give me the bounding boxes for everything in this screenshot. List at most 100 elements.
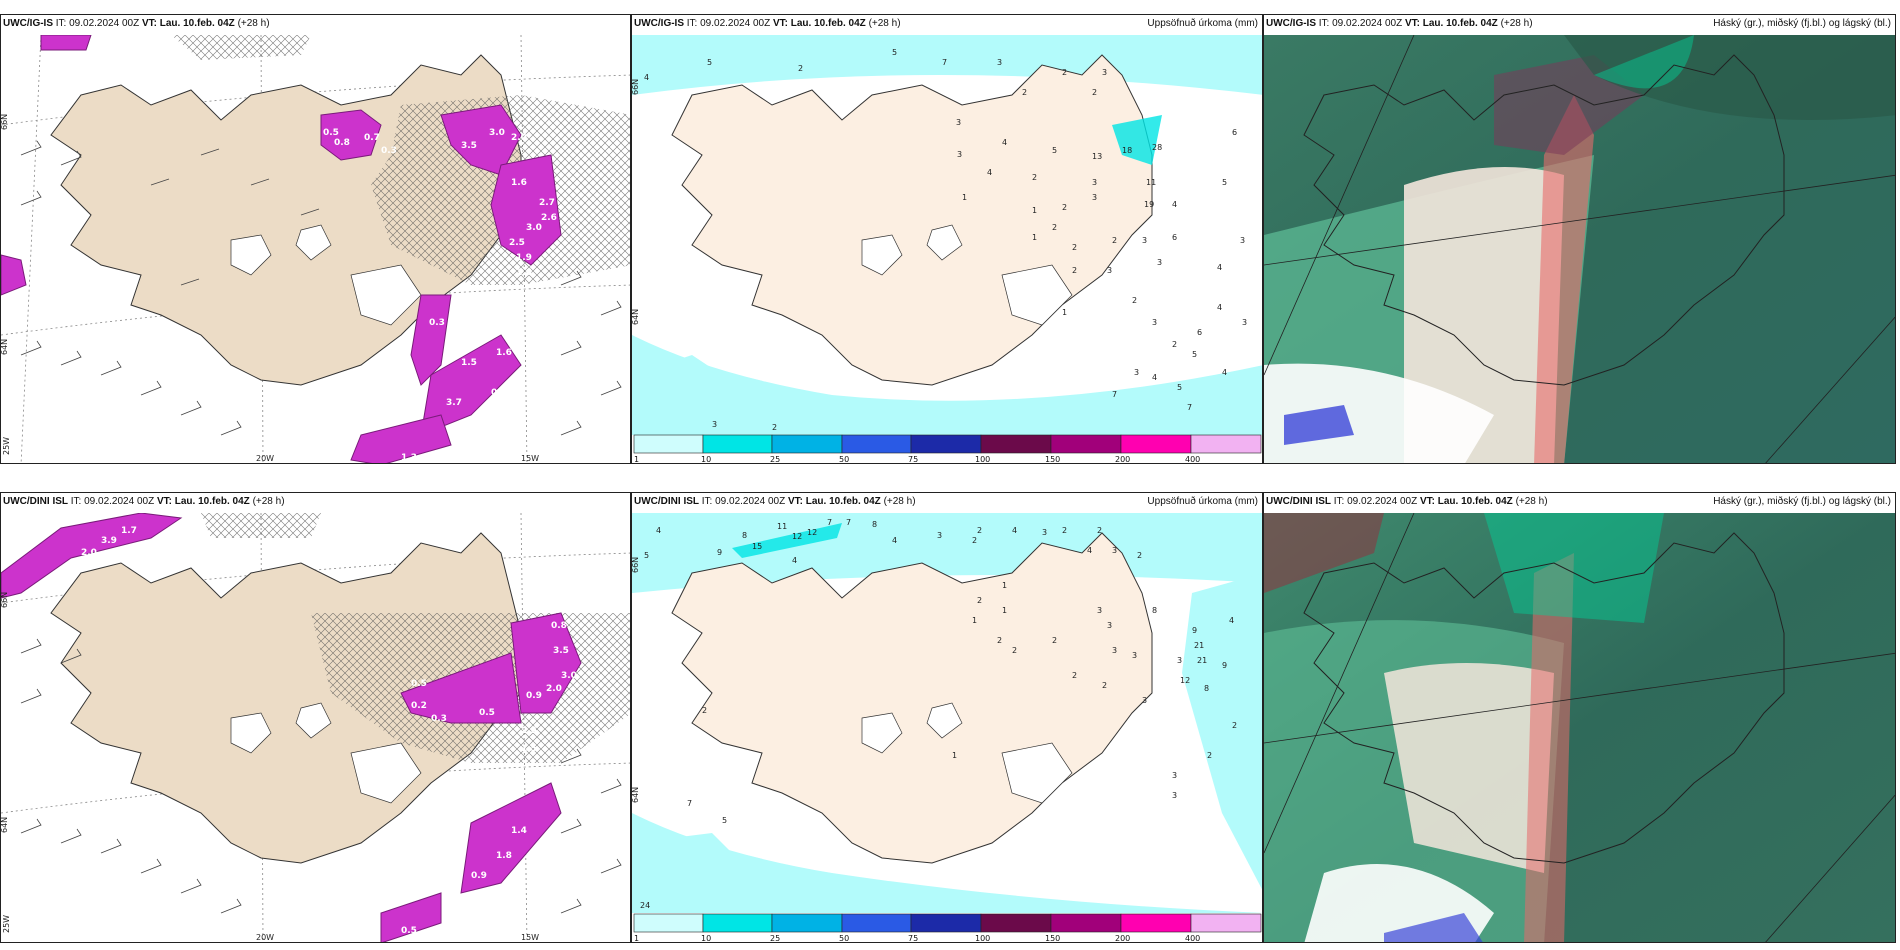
panel-dini-cloud-cover: UWC/DINI ISL IT: 09.02.2024 00Z VT: Lau.… (1263, 492, 1896, 943)
lat-label-64n: 64N (632, 309, 640, 325)
precip-type-map[interactable]: 1.7 3.9 2.0 0.5 0.2 0.3 0.5 0.9 2.5 1.5 … (1, 513, 630, 942)
accum-precip-map-svg: 5 2 5 7 3 2 3 4 2 2 6 3 4 3 5 13 18 28 4… (632, 35, 1262, 435)
svg-text:1: 1 (1062, 308, 1067, 317)
panel-ig-cloud-cover: UWC/IG-IS IT: 09.02.2024 00Z VT: Lau. 10… (1263, 14, 1896, 464)
svg-text:3: 3 (1240, 236, 1245, 245)
panel-right-title: Uppsöfnuð úrkoma (mm) (1147, 496, 1258, 507)
svg-text:0.3: 0.3 (431, 714, 447, 724)
panel-dini-accum-precip: UWC/DINI ISL IT: 09.02.2024 00Z VT: Lau.… (631, 492, 1263, 943)
svg-text:9: 9 (1222, 661, 1227, 670)
accum-precip-map[interactable]: 5 2 5 7 3 2 3 4 2 2 6 3 4 3 5 13 18 28 4… (632, 35, 1262, 463)
svg-text:0.8: 0.8 (551, 621, 567, 631)
svg-text:2: 2 (702, 706, 707, 715)
svg-text:2: 2 (1072, 671, 1077, 680)
svg-text:3: 3 (956, 118, 961, 127)
svg-text:3: 3 (1097, 606, 1102, 615)
cloud-cover-map[interactable] (1264, 513, 1895, 942)
svg-text:2: 2 (997, 636, 1002, 645)
svg-text:2: 2 (1232, 721, 1237, 730)
lon-label-20w: 20W (256, 454, 274, 463)
svg-text:2: 2 (1072, 266, 1077, 275)
svg-text:150: 150 (1045, 455, 1060, 463)
cloud-cover-map-svg (1264, 35, 1895, 463)
accum-precip-map[interactable]: 4 5 8 11 7 7 8 9 15 12 12 4 4 3 2 4 3 2 … (632, 513, 1262, 942)
precip-type-map[interactable]: 0.5 0.8 0.7 0.3 3.0 3.5 2.0 1.6 2.7 2.6 … (1, 35, 630, 463)
cloud-cover-map[interactable] (1264, 35, 1895, 463)
svg-text:2: 2 (1132, 296, 1137, 305)
svg-text:1: 1 (1002, 606, 1007, 615)
svg-text:0.5: 0.5 (411, 679, 427, 689)
lat-label-66n: 66N (1, 114, 9, 130)
svg-text:2.5: 2.5 (521, 726, 537, 736)
svg-text:1.7: 1.7 (121, 526, 137, 536)
svg-text:1: 1 (962, 193, 967, 202)
svg-text:400: 400 (1185, 934, 1200, 942)
svg-text:0.9: 0.9 (471, 871, 487, 881)
value-labels: 0.5 0.8 0.7 0.3 3.0 3.5 2.0 1.6 2.7 2.6 … (323, 128, 557, 463)
svg-text:13: 13 (1092, 152, 1102, 161)
svg-text:0.7: 0.7 (364, 133, 380, 143)
precip-colorbar: 1 10 25 50 75 100 150 200 400 (632, 433, 1262, 463)
precip-blobs (1, 35, 562, 463)
value-labels: 1.7 3.9 2.0 0.5 0.2 0.3 0.5 0.9 2.5 1.5 … (81, 526, 577, 936)
svg-text:3: 3 (1107, 266, 1112, 275)
svg-text:3: 3 (1132, 651, 1137, 660)
svg-text:11: 11 (777, 522, 787, 531)
svg-text:3.9: 3.9 (101, 536, 117, 546)
svg-text:3: 3 (1157, 258, 1162, 267)
svg-text:7: 7 (1187, 403, 1192, 412)
station-values: 4 5 8 11 7 7 8 9 15 12 12 4 4 3 2 4 3 2 … (640, 518, 1237, 910)
svg-text:2: 2 (1137, 551, 1142, 560)
lat-label-66n: 66N (632, 557, 640, 573)
svg-text:2: 2 (977, 526, 982, 535)
svg-text:4: 4 (1229, 616, 1234, 625)
lon-label-25w: 25W (2, 915, 11, 933)
svg-text:5: 5 (892, 48, 897, 57)
svg-text:4: 4 (892, 536, 897, 545)
svg-text:4: 4 (1222, 368, 1227, 377)
svg-text:5: 5 (1222, 178, 1227, 187)
svg-text:1.8: 1.8 (496, 851, 512, 861)
svg-text:5: 5 (1052, 146, 1057, 155)
svg-text:1.4: 1.4 (511, 826, 527, 836)
svg-text:28: 28 (1152, 143, 1162, 152)
svg-text:7: 7 (846, 518, 851, 527)
svg-text:12: 12 (1180, 676, 1190, 685)
svg-text:10: 10 (701, 455, 711, 463)
svg-text:8: 8 (742, 531, 747, 540)
svg-text:5: 5 (707, 58, 712, 67)
svg-text:4: 4 (792, 556, 797, 565)
svg-text:9: 9 (1192, 626, 1197, 635)
svg-text:4: 4 (656, 526, 661, 535)
svg-text:2: 2 (972, 536, 977, 545)
svg-text:12: 12 (807, 528, 817, 537)
panel-right-title: Uppsöfnuð úrkoma (mm) (1147, 18, 1258, 29)
svg-text:100: 100 (975, 934, 990, 942)
svg-text:1.6: 1.6 (516, 268, 532, 278)
svg-text:1: 1 (634, 934, 639, 942)
svg-text:2: 2 (1032, 173, 1037, 182)
svg-text:3: 3 (1092, 193, 1097, 202)
svg-text:8: 8 (1204, 684, 1209, 693)
svg-text:3: 3 (1172, 791, 1177, 800)
svg-text:150: 150 (1045, 934, 1060, 942)
svg-text:200: 200 (1115, 455, 1130, 463)
svg-text:3: 3 (1042, 528, 1047, 537)
precip-type-map-svg: 0.5 0.8 0.7 0.3 3.0 3.5 2.0 1.6 2.7 2.6 … (1, 35, 630, 463)
svg-text:1.3: 1.3 (401, 453, 417, 463)
svg-text:2: 2 (1022, 88, 1027, 97)
svg-text:3: 3 (1142, 696, 1147, 705)
lon-label-20w: 20W (256, 933, 274, 942)
svg-text:0.5: 0.5 (479, 708, 495, 718)
svg-text:18: 18 (1122, 146, 1132, 155)
svg-text:2.7: 2.7 (539, 198, 555, 208)
lon-label-15w: 15W (521, 454, 539, 463)
svg-text:2: 2 (1052, 636, 1057, 645)
panel-header: UWC/DINI ISL IT: 09.02.2024 00Z VT: Lau.… (1266, 496, 1548, 507)
svg-text:4: 4 (987, 168, 992, 177)
svg-text:0.3: 0.3 (381, 146, 397, 156)
svg-text:4: 4 (1217, 263, 1222, 272)
wind-barbs (20, 140, 622, 436)
svg-text:75: 75 (908, 934, 918, 942)
svg-text:2: 2 (1062, 526, 1067, 535)
